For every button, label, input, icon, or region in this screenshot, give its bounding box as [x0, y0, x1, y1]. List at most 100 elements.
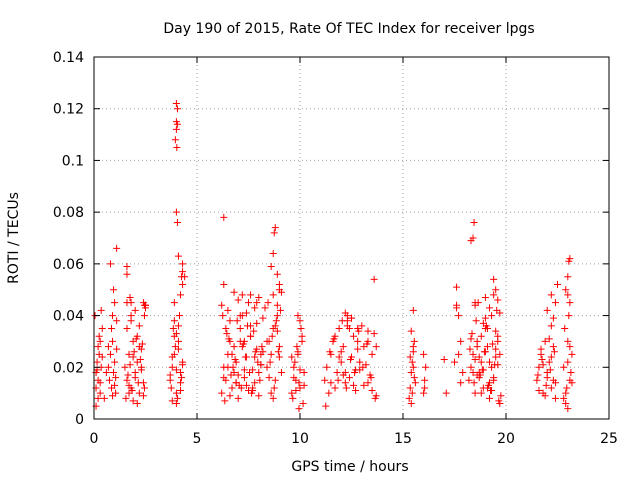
data-point [174, 252, 182, 260]
data-point [276, 306, 284, 314]
data-point [271, 224, 279, 232]
data-point [168, 353, 176, 361]
data-point [477, 332, 485, 340]
data-point [492, 353, 500, 361]
data-point [350, 381, 358, 389]
data-point [409, 306, 417, 314]
y-axis-label: ROTI / TECUs [6, 192, 22, 284]
data-point [226, 317, 234, 325]
data-point [551, 394, 559, 402]
data-point [560, 394, 568, 402]
data-point [234, 296, 242, 304]
data-point [257, 350, 265, 358]
data-point [234, 371, 242, 379]
data-point [541, 337, 549, 345]
data-point [495, 397, 503, 405]
data-point [270, 229, 278, 237]
data-point [322, 402, 330, 410]
data-point [220, 213, 228, 221]
data-point [106, 350, 114, 358]
data-point [367, 374, 375, 382]
data-point [566, 299, 574, 307]
data-point [122, 394, 130, 402]
data-point [564, 291, 572, 299]
data-point [542, 381, 550, 389]
axis-ticks: 0 5 10 15 20 25 0 0.02 0.04 0.06 0.08 0.1 0.12 0.14 [53, 50, 618, 447]
data-point [129, 353, 137, 361]
data-point [371, 394, 379, 402]
data-point [368, 387, 376, 395]
data-point [250, 327, 258, 335]
data-point [123, 376, 131, 384]
data-point [550, 348, 558, 356]
data-point [325, 389, 333, 397]
data-point [405, 394, 413, 402]
data-point [172, 125, 180, 133]
data-point [245, 299, 252, 307]
data-point [277, 288, 285, 296]
data-point [127, 317, 135, 325]
data-point [236, 312, 244, 320]
data-point [352, 387, 360, 395]
data-point [453, 304, 461, 312]
data-point [129, 397, 137, 405]
data-point [360, 343, 368, 351]
data-point [242, 381, 250, 389]
data-point [327, 379, 335, 387]
data-point [295, 405, 303, 413]
data-point [465, 376, 473, 384]
data-point [410, 374, 418, 382]
data-point [408, 358, 416, 366]
data-point [543, 374, 551, 382]
data-point [408, 389, 416, 397]
data-point [488, 363, 496, 371]
data-point [106, 260, 114, 268]
x-tick-label: 5 [193, 431, 202, 447]
data-point [370, 275, 378, 283]
data-point [409, 363, 417, 371]
data-point [179, 268, 187, 276]
data-point [348, 314, 355, 322]
data-point [422, 363, 430, 371]
data-point [421, 376, 429, 384]
data-point [247, 291, 255, 299]
data-point [273, 270, 281, 278]
data-point [173, 218, 181, 226]
data-point [123, 325, 131, 332]
grid [94, 57, 609, 419]
data-point [237, 384, 245, 392]
data-point [168, 397, 176, 405]
y-tick-label: 0.02 [53, 360, 84, 376]
data-point [420, 389, 428, 397]
data-point [490, 376, 498, 384]
data-point [295, 379, 303, 387]
data-point [220, 374, 228, 382]
data-point [549, 376, 557, 384]
data-point [171, 136, 179, 144]
data-point [299, 399, 307, 407]
data-point [270, 384, 278, 392]
data-point [241, 353, 249, 361]
data-point [125, 350, 133, 358]
data-point [337, 358, 345, 366]
data-point [142, 301, 149, 309]
data-point [321, 376, 329, 384]
data-point [568, 379, 576, 387]
data-point [296, 366, 304, 374]
data-point [169, 325, 177, 332]
data-point [566, 343, 574, 351]
data-point [457, 379, 465, 387]
data-point [97, 306, 105, 314]
data-point [467, 363, 475, 371]
data-point [459, 368, 467, 376]
y-tick-label: 0.06 [53, 257, 84, 273]
data-point [227, 371, 235, 379]
data-point [170, 299, 178, 307]
data-point [492, 345, 500, 353]
data-point [543, 306, 551, 314]
data-point [218, 301, 226, 309]
data-point [300, 381, 308, 389]
data-point [137, 363, 145, 371]
data-point [494, 337, 502, 345]
data-point [563, 384, 571, 392]
